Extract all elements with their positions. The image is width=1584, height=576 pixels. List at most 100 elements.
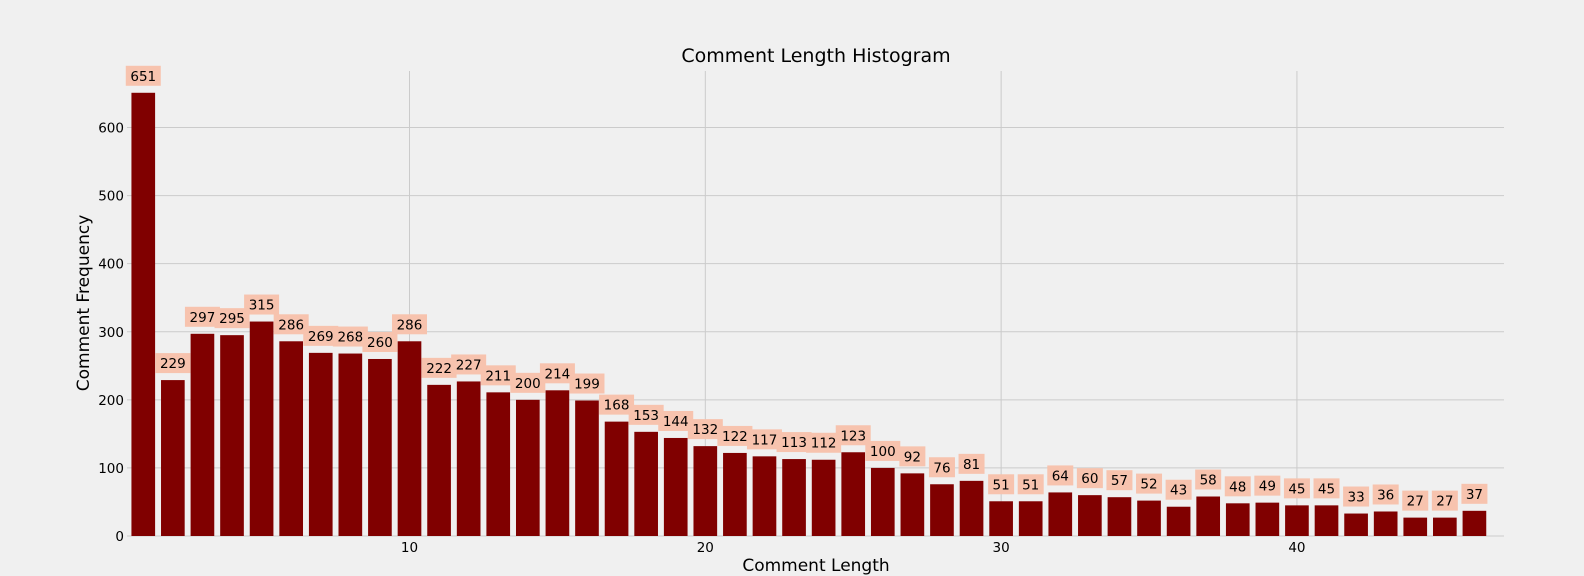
data-label-box [599, 394, 635, 415]
data-label: 113 [781, 435, 807, 451]
data-label: 260 [367, 335, 393, 351]
data-label-box [421, 357, 457, 378]
data-label-box [1224, 476, 1251, 497]
bar [1285, 505, 1309, 536]
data-label-box [244, 294, 280, 315]
data-label-box [155, 353, 191, 374]
data-label-box [1372, 484, 1399, 505]
y-tick-label: 0 [115, 529, 124, 545]
bar [545, 390, 570, 536]
data-label-box [539, 363, 575, 384]
bar [634, 431, 658, 536]
data-label-box [1106, 470, 1133, 491]
data-label-box [628, 404, 664, 425]
data-label: 123 [840, 428, 866, 444]
bar [1107, 497, 1132, 536]
data-label: 27 [1407, 494, 1424, 510]
bar [486, 392, 511, 536]
data-label-box [899, 446, 926, 467]
bar [959, 480, 984, 536]
bar [723, 452, 747, 536]
data-label: 200 [515, 376, 541, 392]
y-tick-label: 300 [98, 325, 124, 341]
bar [1433, 517, 1457, 536]
bar [930, 484, 954, 536]
data-label-box [1254, 475, 1281, 496]
y-tick-label: 400 [98, 257, 124, 273]
data-label: 37 [1466, 487, 1483, 503]
bar [989, 501, 1013, 536]
data-label: 45 [1318, 481, 1335, 497]
data-label-box [362, 331, 398, 352]
data-label: 33 [1348, 490, 1365, 506]
bar [1255, 502, 1280, 536]
data-label-box [1047, 465, 1074, 486]
data-label-box [1136, 473, 1163, 494]
bar [1048, 492, 1073, 536]
data-label: 297 [190, 310, 216, 326]
bar [1403, 517, 1428, 536]
bar [1314, 505, 1339, 536]
data-label: 49 [1259, 479, 1276, 495]
data-label-box [958, 453, 985, 474]
data-label-box [717, 425, 753, 446]
data-label: 51 [993, 477, 1010, 493]
data-label: 64 [1052, 468, 1069, 484]
bar [338, 353, 363, 536]
data-label: 144 [663, 414, 689, 430]
bar [900, 473, 925, 536]
data-label: 43 [1170, 483, 1187, 499]
data-label-box [332, 326, 368, 347]
data-label-box [125, 65, 161, 86]
data-label: 51 [1022, 477, 1039, 493]
data-label-box [988, 474, 1015, 495]
data-label: 227 [456, 357, 482, 373]
bar [811, 459, 836, 536]
data-label-box [1076, 468, 1103, 489]
tick-labels: 0 100 200 300 400 500 600 10 20 30 40 [98, 121, 1305, 556]
data-label: 168 [604, 398, 630, 414]
data-label: 117 [752, 432, 778, 448]
data-label: 211 [485, 368, 511, 384]
data-label-box [184, 306, 220, 327]
data-label: 81 [963, 457, 980, 473]
bar [1137, 500, 1161, 536]
bar [1166, 506, 1191, 536]
data-label: 222 [426, 361, 452, 377]
data-label-box [1017, 474, 1044, 495]
bar [604, 421, 629, 536]
bar [782, 459, 806, 536]
data-label-box [1402, 490, 1429, 511]
data-label: 76 [933, 460, 950, 476]
data-label-box [835, 425, 871, 446]
data-label-box [273, 314, 309, 335]
data-label-box [1343, 486, 1370, 507]
bar [1225, 503, 1250, 536]
data-label: 286 [397, 317, 423, 333]
data-label: 153 [633, 408, 659, 424]
data-label-box [480, 365, 516, 386]
data-label: 48 [1229, 479, 1246, 495]
data-label-box [658, 410, 694, 431]
data-label: 268 [337, 330, 363, 346]
y-axis-label: Comment Frequency [74, 215, 94, 392]
data-label: 199 [574, 377, 600, 393]
bar [752, 456, 777, 536]
bar [427, 384, 451, 536]
bar [308, 352, 333, 536]
data-label-box [1195, 469, 1222, 490]
data-label-box [451, 354, 487, 375]
data-label: 100 [870, 444, 896, 460]
data-label: 132 [692, 422, 718, 438]
bar [575, 400, 599, 536]
bar [1462, 510, 1487, 536]
bar [1344, 513, 1368, 536]
bar [368, 358, 392, 536]
x-axis-label: Comment Length [742, 556, 889, 576]
data-label-box [569, 373, 605, 394]
bar [131, 92, 156, 536]
data-label-box [391, 314, 427, 335]
data-label: 315 [249, 298, 275, 314]
